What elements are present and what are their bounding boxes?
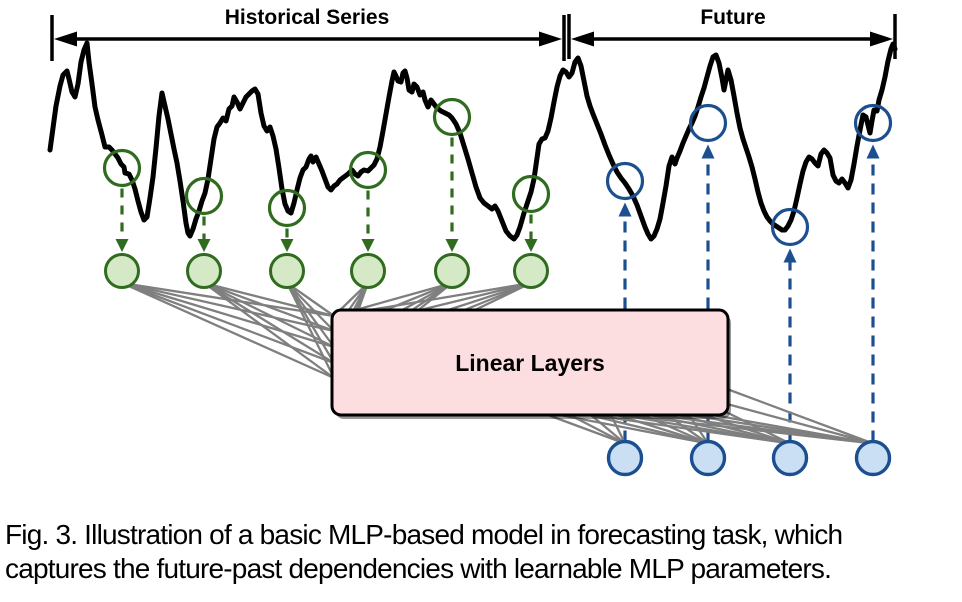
output-connection-line xyxy=(726,387,874,445)
mlp-forecasting-diagram: Historical Series Future Linear Layers xyxy=(47,6,898,477)
future-right-arrowhead-icon xyxy=(870,31,893,47)
input-connection-line xyxy=(121,281,335,349)
green-down-arrowhead-icon xyxy=(115,239,129,252)
linear-layers-label: Linear Layers xyxy=(455,350,605,376)
linear-layers-box xyxy=(330,308,730,417)
output-connection-line xyxy=(588,413,709,445)
future-sample-circle xyxy=(688,103,728,143)
input-connection-line xyxy=(203,282,335,364)
historical-sample-circle xyxy=(184,176,224,216)
blue-up-arrowhead-icon xyxy=(618,202,632,217)
historical-sample-circle xyxy=(511,174,551,214)
input-connection-line xyxy=(285,282,336,379)
historical-input-node xyxy=(350,253,386,289)
output-connection-line xyxy=(726,402,874,445)
green-down-arrowhead-icon xyxy=(197,239,211,252)
future-output-node xyxy=(771,439,809,477)
future-sample-circle xyxy=(770,207,810,247)
green-down-arrowhead-icon xyxy=(524,239,538,252)
input-connection-line xyxy=(286,282,335,348)
input-connection-line xyxy=(203,281,335,333)
output-connection-line xyxy=(547,413,626,445)
blue-up-arrowhead-icon xyxy=(783,248,797,263)
input-connection-line xyxy=(121,281,335,365)
input-connection-line xyxy=(203,282,335,379)
historical-series-right-arrowhead-icon xyxy=(539,31,562,47)
green-down-arrowhead-icon xyxy=(361,239,375,252)
future-output-node xyxy=(689,439,727,477)
input-connection-line xyxy=(121,281,335,380)
historical-sample-circle xyxy=(348,150,388,190)
future-sample-circle xyxy=(605,161,645,201)
future-left-arrowhead-icon xyxy=(571,31,594,47)
time-series-curve xyxy=(47,40,898,242)
future-output-node xyxy=(854,439,892,477)
output-connection-line xyxy=(712,413,874,445)
historical-series-left-arrowhead-icon xyxy=(54,31,77,47)
input-connection-line xyxy=(286,282,335,317)
input-connection-line xyxy=(286,282,335,332)
historical-sample-circle xyxy=(267,188,307,228)
caption-line-1: Fig. 3. Illustration of a basic MLP-base… xyxy=(5,519,843,550)
historical-sample-circle xyxy=(432,97,472,137)
future-output-node xyxy=(606,439,644,477)
future-label: Future xyxy=(700,6,765,29)
historical-input-node xyxy=(513,253,549,289)
green-down-arrowhead-icon xyxy=(280,239,294,252)
historical-sample-circle xyxy=(102,148,142,188)
output-connection-line xyxy=(590,414,626,445)
input-connection-line xyxy=(121,281,335,333)
blue-up-arrowhead-icon xyxy=(866,144,880,159)
historical-input-node xyxy=(434,253,470,289)
historical-input-node xyxy=(104,253,140,289)
caption-line-2: captures the future-past dependencies wi… xyxy=(5,552,832,584)
historical-input-node xyxy=(269,253,305,289)
blue-up-arrowhead-icon xyxy=(701,144,715,159)
historical-input-node xyxy=(186,253,222,289)
future-sample-circle xyxy=(853,103,893,143)
figure-caption: Fig. 3. Illustration of a basic MLP-base… xyxy=(0,512,962,585)
green-down-arrowhead-icon xyxy=(445,239,459,252)
historical-series-label: Historical Series xyxy=(225,6,390,29)
